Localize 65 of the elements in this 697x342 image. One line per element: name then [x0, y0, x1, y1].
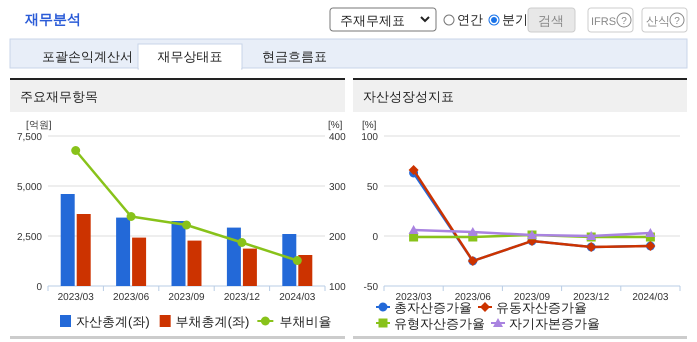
y-tick-label: 0 — [36, 282, 42, 293]
y2-tick-label: 100 — [329, 282, 346, 293]
text: 현금흐름표 — [262, 49, 327, 64]
point — [237, 238, 246, 247]
y-tick-label: 50 — [366, 182, 378, 193]
chart-title: 주요재무항목 — [20, 89, 98, 104]
bar — [76, 214, 91, 286]
text: 재무분석 — [24, 11, 81, 27]
x-tick-label: 2023/03 — [396, 292, 432, 303]
bar — [172, 221, 186, 286]
bar — [226, 228, 241, 286]
x-tick-label: 2023/12 — [224, 292, 260, 303]
y-tick-label: 5,000 — [16, 182, 42, 193]
point — [126, 212, 136, 221]
bar — [188, 240, 202, 286]
bar — [132, 238, 146, 286]
bar — [116, 218, 130, 286]
legend-label: 부채총계(좌) — [176, 314, 250, 329]
x-tick-label: 2023/03 — [58, 292, 94, 303]
text: 검색 — [538, 13, 564, 28]
point — [408, 165, 419, 175]
text: 산식 — [646, 14, 670, 28]
legend-label: 유동자산증가율 — [496, 300, 587, 315]
text: ? — [674, 16, 680, 27]
bar — [242, 248, 257, 286]
bar — [282, 234, 296, 286]
y2-tick-label: 200 — [329, 232, 346, 243]
bar — [298, 255, 312, 286]
legend-label: 유형자산증가율 — [394, 316, 485, 331]
x-tick-label: 2024/03 — [632, 292, 669, 303]
y-tick-label: -50 — [364, 282, 378, 293]
point — [71, 146, 80, 155]
text: 연간 — [457, 12, 483, 27]
y-axis-title: [억원] — [26, 120, 52, 131]
point — [468, 227, 478, 236]
text: IFRS — [591, 16, 616, 28]
legend-label: 총자산증가율 — [394, 300, 472, 315]
point — [645, 228, 656, 237]
text: 주재무제표 — [340, 13, 405, 28]
legend-label: 자기자본증가율 — [509, 316, 600, 331]
x-tick-label: 2023/06 — [113, 292, 150, 303]
x-tick-label: 2023/12 — [573, 292, 610, 303]
point — [292, 256, 302, 265]
y-tick-label: 0 — [372, 232, 378, 243]
y2-tick-label: 300 — [329, 182, 346, 193]
legend-label: 자산총계(좌) — [76, 314, 150, 329]
x-tick-label: 2024/03 — [279, 292, 316, 303]
y-tick-label: 100 — [361, 132, 378, 143]
y2-tick-label: 400 — [329, 132, 346, 143]
text: 포괄손익계산서 — [42, 49, 133, 64]
text: 분기 — [502, 12, 528, 27]
point — [182, 220, 191, 230]
y-tick-label: 7,500 — [16, 132, 42, 143]
x-tick-label: 2023/06 — [454, 292, 492, 303]
y-axis-title: [%] — [362, 120, 377, 131]
y2-axis-title: [%] — [328, 120, 343, 131]
y-tick-label: 2,500 — [16, 232, 42, 243]
legend-label: 부채비율 — [279, 314, 332, 329]
point — [408, 225, 419, 234]
text: ? — [621, 16, 628, 27]
x-tick-label: 2023/09 — [168, 292, 206, 303]
x-tick-label: 2023/09 — [514, 292, 551, 303]
bar — [60, 194, 75, 286]
text: 재무상태표 — [158, 49, 222, 64]
chart-title: 자산성장성지표 — [363, 89, 454, 104]
